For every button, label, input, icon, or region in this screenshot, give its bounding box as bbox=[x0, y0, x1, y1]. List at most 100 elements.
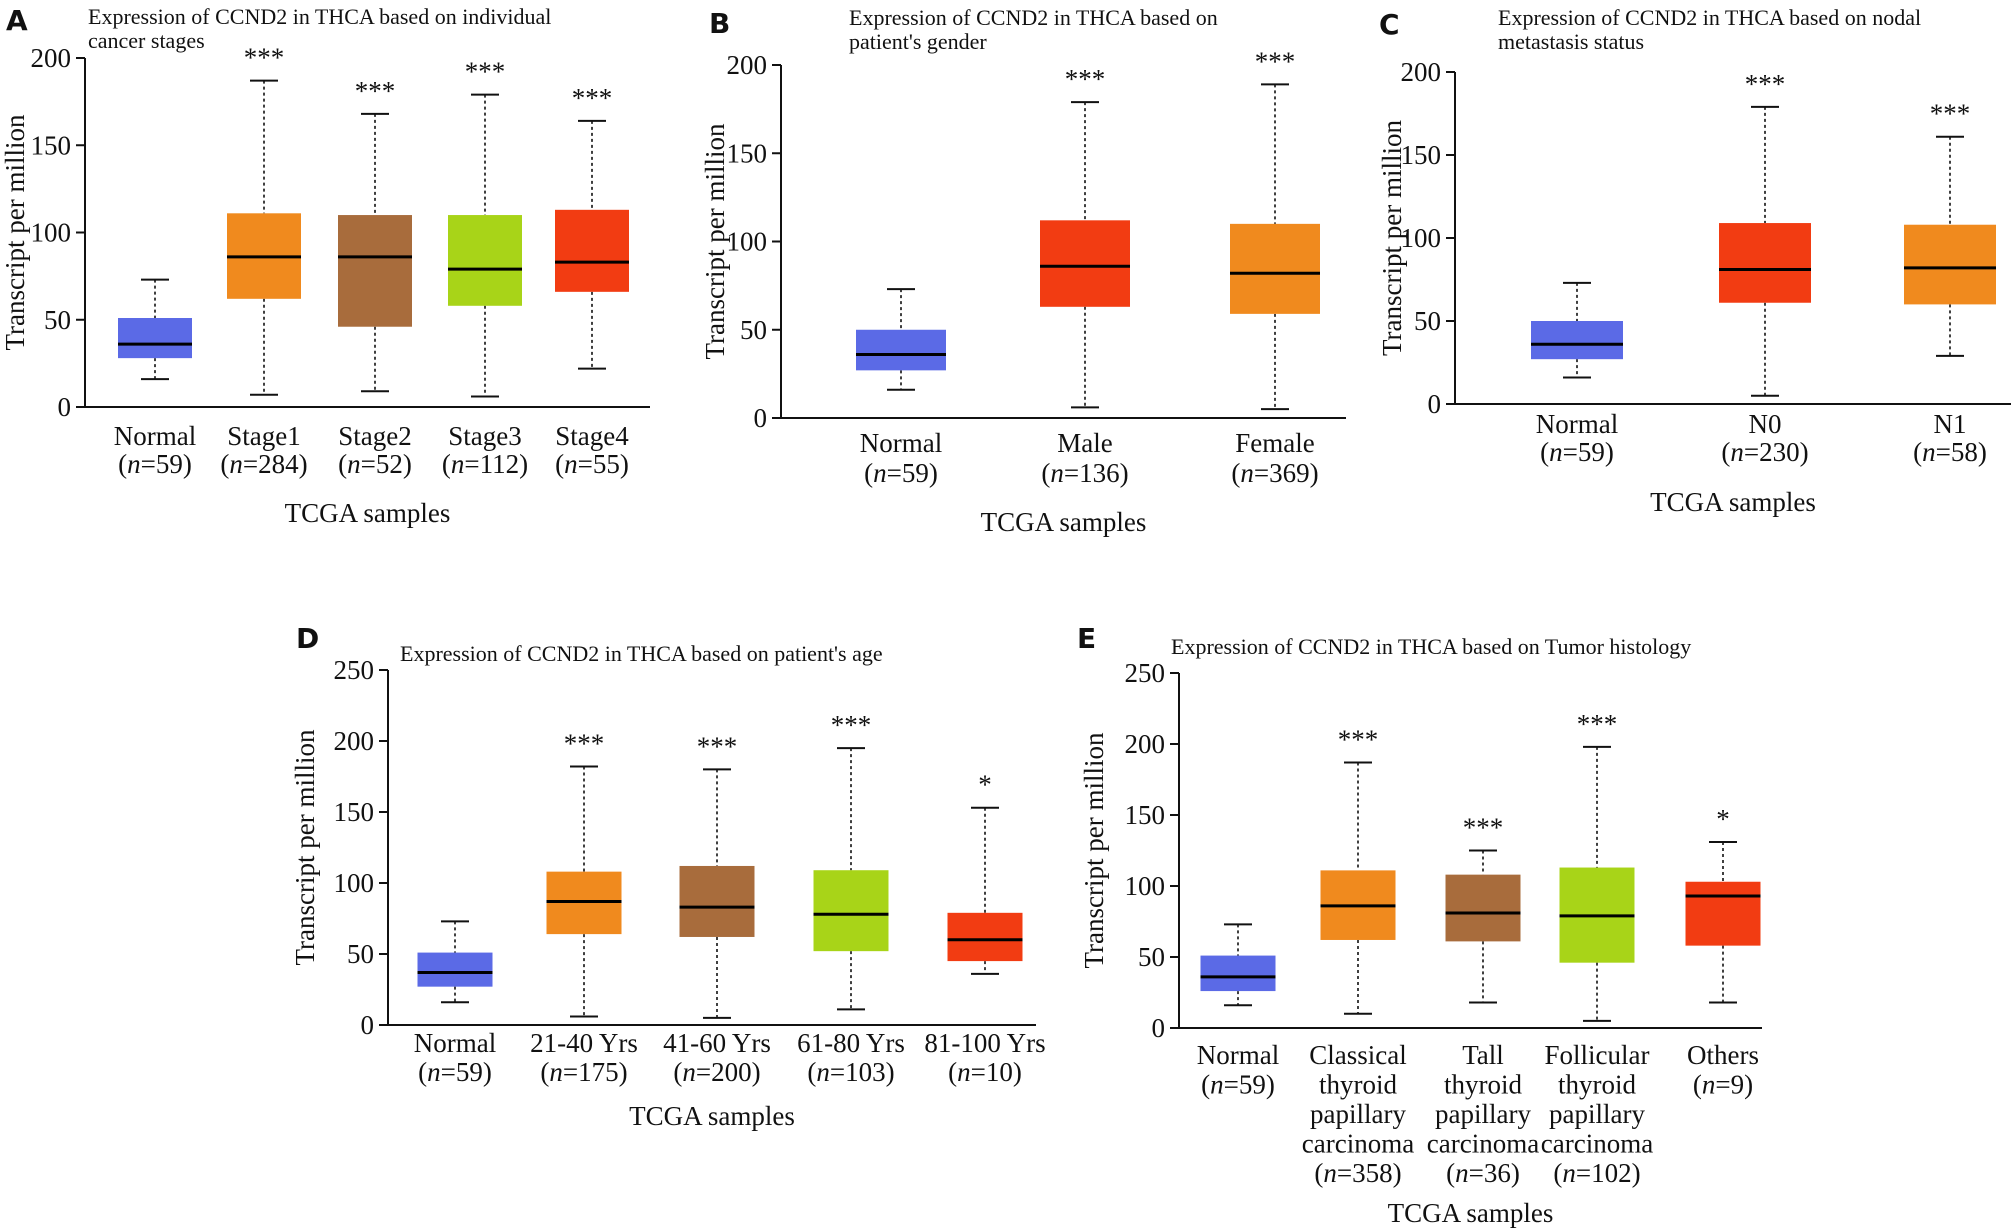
y-tick-label: 200 bbox=[31, 43, 72, 73]
x-axis-label: TCGA samples bbox=[285, 498, 451, 528]
sample-size-value: 36 bbox=[1484, 1158, 1511, 1188]
sample-size-value: 112 bbox=[480, 449, 520, 479]
box-group: * Others(n=9) bbox=[1685, 804, 1761, 1100]
iqr-box bbox=[1040, 220, 1130, 307]
y-axis-label: Transcript per million bbox=[0, 114, 30, 350]
sample-size-label: (n=59) bbox=[418, 1057, 492, 1087]
iqr-box bbox=[813, 870, 889, 952]
sample-size-label: (n=58) bbox=[1913, 437, 1987, 467]
chart-title: Expression of CCND2 in THCA based on ind… bbox=[88, 4, 551, 29]
category-label: papillary bbox=[1310, 1099, 1406, 1129]
significance-label: *** bbox=[572, 83, 613, 113]
sample-size-value: 59 bbox=[1239, 1070, 1266, 1100]
significance-label: *** bbox=[831, 710, 872, 740]
box-group: *** Stage4(n=55) bbox=[555, 83, 629, 479]
box-group: *** N0(n=230) bbox=[1719, 69, 1811, 467]
y-tick-label: 100 bbox=[1401, 223, 1442, 253]
category-label: papillary bbox=[1549, 1099, 1645, 1129]
chart-title: patient's gender bbox=[849, 29, 987, 54]
category-label: 41-60 Yrs bbox=[663, 1028, 771, 1058]
y-axis-label: Transcript per million bbox=[290, 729, 320, 965]
y-axis-label: Transcript per million bbox=[1079, 732, 1109, 968]
category-label: Others bbox=[1687, 1040, 1759, 1070]
sample-size-label: (n=102) bbox=[1553, 1158, 1640, 1188]
category-label: thyroid bbox=[1319, 1070, 1397, 1100]
x-axis-label: TCGA samples bbox=[1388, 1198, 1554, 1228]
sample-size-label: (n=9) bbox=[1693, 1070, 1753, 1100]
y-tick-label: 100 bbox=[1125, 871, 1166, 901]
panel-letter: D bbox=[296, 622, 319, 655]
sample-size-label: (n=36) bbox=[1446, 1158, 1520, 1188]
y-axis-label: Transcript per million bbox=[1377, 120, 1407, 356]
sample-size-value: 58 bbox=[1951, 437, 1978, 467]
box-group: *** Stage3(n=112) bbox=[442, 57, 528, 479]
panel-b: B Expression of CCND2 in THCA based onpat… bbox=[700, 5, 1346, 537]
sample-size-label: (n=103) bbox=[807, 1057, 894, 1087]
significance-label: *** bbox=[1463, 813, 1504, 843]
significance-label: *** bbox=[1338, 724, 1379, 754]
box-group: *** Classicalthyroidpapillarycarcinoma(n=… bbox=[1302, 724, 1414, 1188]
sample-size-label: (n=52) bbox=[338, 449, 412, 479]
y-tick-label: 250 bbox=[1125, 658, 1166, 688]
sample-size-value: 59 bbox=[456, 1057, 483, 1087]
sample-size-label: (n=358) bbox=[1314, 1158, 1401, 1188]
sample-size-label: (n=112) bbox=[442, 449, 528, 479]
sample-size-label: (n=55) bbox=[555, 449, 629, 479]
panel-c: C Expression of CCND2 in THCA based on no… bbox=[1377, 5, 2011, 517]
category-label: Classical bbox=[1309, 1040, 1406, 1070]
y-tick-label: 150 bbox=[727, 138, 768, 168]
significance-label: *** bbox=[697, 731, 738, 761]
panel-d: D Expression of CCND2 in THCA based on pa… bbox=[290, 622, 1046, 1131]
sample-size-value: 52 bbox=[376, 449, 403, 479]
chart-title: Expression of CCND2 in THCA based on nod… bbox=[1498, 5, 1921, 30]
category-label: Normal bbox=[1197, 1040, 1279, 1070]
y-tick-label: 150 bbox=[1125, 800, 1166, 830]
panel-letter: C bbox=[1379, 8, 1400, 41]
y-tick-label: 150 bbox=[1401, 140, 1442, 170]
y-tick-label: 0 bbox=[754, 403, 768, 433]
chart-title: Expression of CCND2 in THCA based on Tum… bbox=[1171, 634, 1691, 659]
significance-label: *** bbox=[465, 57, 506, 87]
iqr-box bbox=[448, 215, 522, 306]
significance-label: *** bbox=[1065, 64, 1106, 94]
sample-size-label: (n=59) bbox=[1540, 437, 1614, 467]
panel-letter: A bbox=[6, 4, 28, 37]
sample-size-value: 200 bbox=[711, 1057, 752, 1087]
box-group: Normal(n=59) bbox=[114, 278, 196, 479]
significance-label: *** bbox=[564, 729, 605, 759]
panel-e: E Expression of CCND2 in THCA based on Tu… bbox=[1077, 622, 1762, 1228]
y-tick-label: 150 bbox=[31, 130, 72, 160]
y-tick-label: 50 bbox=[1414, 306, 1441, 336]
iqr-box bbox=[118, 318, 192, 359]
sample-size-value: 59 bbox=[156, 449, 183, 479]
box-group: *** 21-40 Yrs(n=175) bbox=[530, 729, 638, 1087]
significance-label: *** bbox=[355, 76, 396, 106]
iqr-box bbox=[1719, 223, 1811, 303]
sample-size-value: 175 bbox=[578, 1057, 619, 1087]
box-group: *** Stage2(n=52) bbox=[338, 76, 412, 479]
panel-letter: E bbox=[1077, 622, 1096, 655]
category-label: Tall bbox=[1462, 1040, 1504, 1070]
x-axis-label: TCGA samples bbox=[629, 1101, 795, 1131]
category-label: Normal bbox=[414, 1028, 496, 1058]
x-axis-label: TCGA samples bbox=[981, 507, 1147, 537]
iqr-box bbox=[1200, 955, 1276, 992]
sample-size-label: (n=59) bbox=[864, 458, 938, 488]
y-tick-label: 200 bbox=[1125, 729, 1166, 759]
significance-label: *** bbox=[1745, 69, 1786, 99]
iqr-box bbox=[1531, 321, 1623, 360]
sample-size-value: 102 bbox=[1591, 1158, 1632, 1188]
significance-label: *** bbox=[1930, 99, 1971, 129]
category-label: Male bbox=[1057, 428, 1112, 458]
significance-label: *** bbox=[1577, 709, 1618, 739]
y-tick-label: 150 bbox=[334, 797, 375, 827]
sample-size-value: 9 bbox=[1731, 1070, 1745, 1100]
y-tick-label: 200 bbox=[727, 50, 768, 80]
sample-size-value: 59 bbox=[902, 458, 929, 488]
box-group: *** Follicularthyroidpapillarycarcinoma(n… bbox=[1541, 709, 1653, 1188]
y-tick-label: 0 bbox=[1152, 1013, 1166, 1043]
box-group: Normal(n=59) bbox=[414, 920, 496, 1087]
iqr-box bbox=[1904, 224, 1996, 305]
